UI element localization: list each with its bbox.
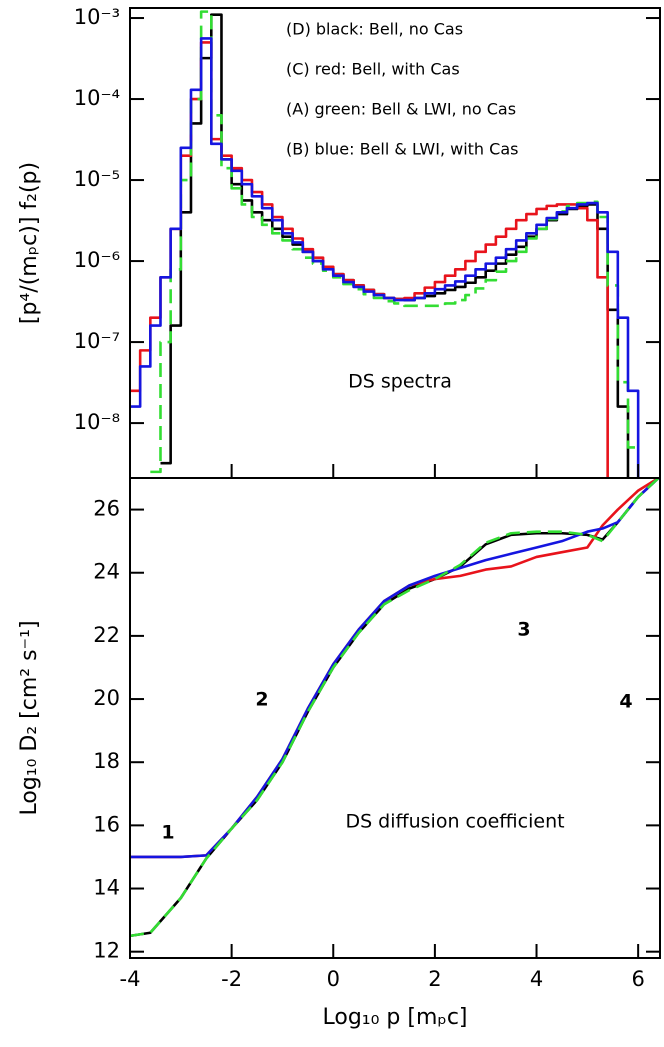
y-tick-label: 16: [93, 812, 120, 836]
x-axis-label: Log₁₀ p [mₚc]: [323, 1005, 468, 1030]
series-line: [150, 10, 639, 474]
series-line: [130, 37, 640, 478]
annotation: 1: [161, 822, 174, 844]
plot-frame: [129, 477, 661, 959]
y-tick-label: 10⁻³: [74, 5, 120, 29]
plot-frame: [129, 7, 661, 479]
annotation: 2: [255, 689, 268, 711]
x-tick-label: 4: [530, 967, 543, 991]
y-axis-label: [p⁴/(mₚc)] f₂(p): [17, 162, 42, 324]
y-tick-label: 12: [93, 939, 120, 963]
y-tick-label: 10⁻⁷: [74, 329, 120, 353]
x-tick-label: -4: [120, 967, 141, 991]
y-tick-label: 22: [93, 623, 120, 647]
y-tick-label: 10⁻⁶: [74, 248, 120, 272]
legend-entry: (D) black: Bell, no Cas: [286, 20, 463, 39]
y-axis-label: Log₁₀ D₂ [cm² s⁻¹]: [17, 620, 42, 815]
y-tick-label: 20: [93, 686, 120, 710]
annotation: 3: [517, 619, 530, 641]
x-tick-label: 0: [327, 967, 340, 991]
series-line: [130, 478, 660, 938]
legend-entry: (B) blue: Bell & LWI, with Cas: [286, 140, 518, 159]
y-tick-label: 10⁻⁴: [74, 86, 120, 110]
y-tick-label: 24: [93, 560, 120, 584]
series-line: [130, 478, 660, 859]
y-tick-label: 10⁻⁵: [74, 167, 120, 191]
annotation: DS spectra: [348, 371, 452, 393]
y-tick-label: 18: [93, 749, 120, 773]
series-line: [160, 13, 630, 478]
series-line: [130, 478, 660, 938]
x-tick-label: 2: [428, 967, 441, 991]
legend-entry: (A) green: Bell & LWI, no Cas: [286, 100, 516, 119]
plot-area: [130, 10, 640, 478]
y-tick-label: 26: [93, 497, 120, 521]
y-tick-label: 14: [93, 876, 120, 900]
x-tick-label: -2: [221, 967, 242, 991]
legend-entry: (C) red: Bell, with Cas: [286, 60, 460, 79]
plot-area: [130, 478, 660, 938]
x-tick-label: 6: [631, 967, 644, 991]
annotation: 4: [619, 691, 632, 713]
y-tick-label: 10⁻⁸: [74, 410, 120, 434]
annotation: DS diffusion coefficient: [345, 811, 564, 833]
